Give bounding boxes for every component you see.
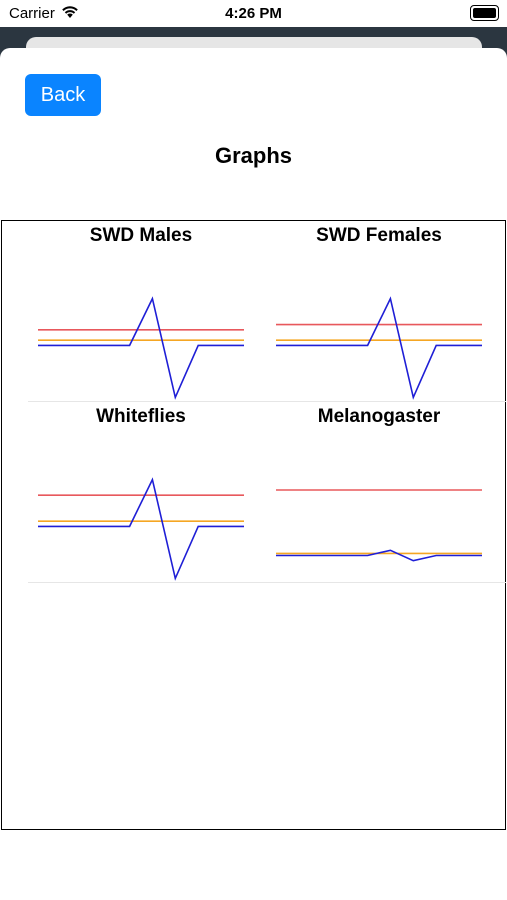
graph-title: Melanogaster (317, 406, 441, 427)
page-title: Graphs (214, 143, 293, 168)
graph-title: SWD Males (89, 225, 193, 246)
graph-title: Whiteflies (96, 406, 186, 427)
battery-icon (470, 5, 499, 21)
back-button[interactable]: Back (25, 74, 101, 116)
modal-sheet: Back Graphs SWD Males SWD Females Whitef… (0, 48, 507, 900)
series-line-blue (276, 549, 482, 562)
graph-cell-swd-females[interactable]: SWD Females (264, 221, 494, 401)
graph-swd-males (38, 296, 244, 400)
row-divider (28, 582, 506, 583)
graph-melanogaster (276, 489, 482, 562)
graph-cell-swd-males[interactable]: SWD Males (26, 221, 256, 401)
wifi-icon (61, 5, 79, 23)
carrier-label: Carrier (9, 5, 55, 22)
status-time: 4:26 PM (225, 5, 282, 22)
series-line-blue (276, 296, 482, 400)
graph-cell-melanogaster[interactable]: Melanogaster (264, 402, 494, 582)
status-bar: Carrier 4:26 PM (0, 0, 507, 27)
graph-cell-whiteflies[interactable]: Whiteflies (26, 402, 256, 582)
series-line-blue (38, 296, 244, 400)
graph-whiteflies (38, 477, 244, 581)
graph-swd-females (276, 296, 482, 400)
graphs-panel: SWD Males SWD Females Whiteflies Melanog… (1, 220, 506, 830)
graph-title: SWD Females (316, 225, 442, 246)
row-divider (28, 401, 506, 402)
series-line-blue (38, 477, 244, 581)
